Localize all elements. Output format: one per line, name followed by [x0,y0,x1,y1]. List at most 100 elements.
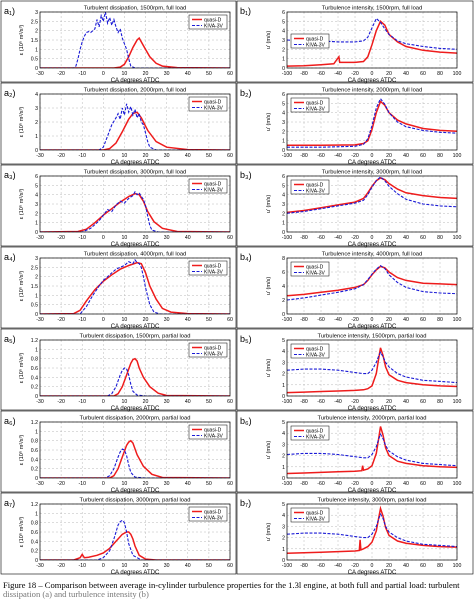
chart-title: Turbulent dissipation, 1500rpm, partial … [80,334,191,340]
x-tick-label: -20 [57,71,65,77]
y-tick-label: 6 [35,174,38,180]
panel-a5: a₅) -30 -20 -10 0 10 20 30 40 50 60 0 0.2 0.4 0.6 0.8 1 1… [0,328,237,412]
x-tick-label: 80 [437,71,443,77]
x-tick-label: -40 [334,317,342,323]
legend-label: KIVA-3V [204,187,223,193]
x-tick-label: -20 [351,235,359,241]
x-tick-label: 30 [164,235,170,241]
x-tick-label: -60 [317,481,325,487]
y-tick-label: 6 [282,92,285,98]
y-tick-label: 0 [282,66,285,72]
chart-title: Turbulence intensity, 4000rpm, full load [322,252,423,258]
panel-label: b₆) [240,416,252,426]
x-tick-label: 10 [122,481,128,487]
series-line-kiva-3v [287,97,457,148]
y-tick-label: 1 [35,511,38,517]
legend-label: KIVA-3V [204,515,223,521]
x-tick-label: 100 [453,235,462,241]
chart-title: Turbulent dissipation, 3000rpm, partial … [80,498,191,504]
y-tick-label: 1 [282,139,285,145]
x-tick-label: -20 [351,153,359,159]
series-line-kiva-3v [287,351,457,384]
x-tick-label: -80 [300,235,308,241]
panel-a1: a₁) -30 -20 -10 0 10 20 30 40 50 60 0 0.5 1 1.5 2 2.5 3 Tu… [0,0,237,84]
x-tick-label: 0 [102,71,105,77]
x-tick-label: 0 [371,399,374,405]
y-tick-label: 1 [35,293,38,299]
x-tick-label: 60 [420,563,426,569]
legend-label: quasi-D [306,428,324,434]
panel-frame [236,328,474,411]
y-tick-label: 0 [282,230,285,236]
x-tick-label: 60 [227,563,233,569]
x-tick-label: -30 [36,71,44,77]
y-tick-label: 4 [282,111,285,117]
x-tick-label: -40 [334,235,342,241]
y-tick-label: 1 [35,347,38,353]
axes-box [286,421,458,479]
x-tick-label: 40 [403,399,409,405]
x-tick-label: -60 [317,71,325,77]
x-tick-label: 0 [371,481,374,487]
x-tick-label: 10 [122,235,128,241]
legend-label: quasi-D [204,345,222,351]
panel-label: b₇) [240,498,251,508]
y-axis-label: u' (m/s) [266,359,272,378]
axes-box [286,93,458,151]
y-tick-label: 0 [35,148,38,154]
x-tick-label: 100 [453,71,462,77]
series-line-quasi-d [40,439,230,478]
y-tick-label: 0.2 [31,385,38,391]
x-tick-label: -60 [317,235,325,241]
x-tick-label: 50 [206,71,212,77]
axes-box [39,503,231,561]
y-tick-label: 2 [35,120,38,126]
y-axis-label: ε (10⁶ m²/s³) [18,435,25,466]
x-tick-label: 40 [403,71,409,77]
series-line-quasi-d [287,100,457,147]
x-tick-label: -30 [36,317,44,323]
x-tick-label: 80 [437,563,443,569]
legend-label: quasi-D [306,346,324,352]
legend-label: quasi-D [306,510,324,516]
x-tick-label: -20 [57,481,65,487]
x-axis-label: CA degrees ATDC [111,160,160,166]
panel-a4: a₄) -30 -20 -10 0 10 20 30 40 50 60 0 0.5 1 1.5 2 2.5 3 Tu… [0,246,237,330]
x-tick-label: 40 [185,235,191,241]
y-tick-label: 2.5 [31,265,38,271]
x-tick-label: 20 [143,153,149,159]
panel-a2: a₂) -30 -20 -10 0 10 20 30 40 50 60 0 1 2 3 4 Turbulent … [0,82,237,166]
x-axis-label: CA degrees ATDC [348,242,397,248]
chart-title: Turbulence intensity, 1500rpm, full load [322,6,423,12]
legend-label: KIVA-3V [306,434,325,440]
x-axis-label: CA degrees ATDC [111,242,160,248]
legend-label: KIVA-3V [204,23,223,29]
x-tick-label: 60 [227,317,233,323]
x-tick-label: -60 [317,317,325,323]
panel-frame [236,0,474,83]
y-tick-label: 6 [282,10,285,16]
panel-label: a₅) [4,334,16,344]
y-tick-label: 3 [35,106,38,112]
chart-title: Turbulence intensity, 3000rpm, partial l… [318,498,427,504]
y-tick-label: 5 [282,101,285,107]
y-tick-label: 0 [35,394,38,400]
y-tick-label: 1 [35,134,38,140]
y-tick-label: 2 [282,129,285,135]
series-line-kiva-3v [40,12,230,68]
y-axis-label: ε (10⁶ m²/s³) [18,189,25,220]
y-tick-label: 0 [282,148,285,154]
y-tick-label: 1 [282,547,285,553]
axes-box [286,11,458,69]
axes-box [286,339,458,397]
x-tick-label: 80 [437,399,443,405]
legend-label: quasi-D [204,263,222,269]
y-tick-label: 0.2 [31,549,38,555]
panel-frame [0,0,237,83]
